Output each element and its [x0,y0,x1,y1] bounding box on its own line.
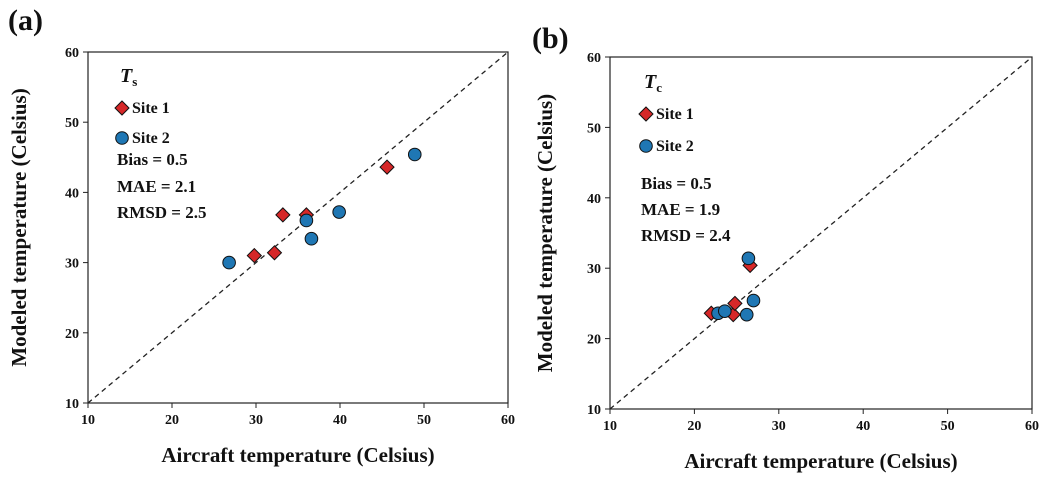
legend-marker-site-1 [114,100,130,116]
y-tick-label: 50 [65,116,79,131]
y-tick-label: 50 [587,121,601,136]
x-tick-label: 60 [1025,419,1039,434]
data-point-site-1 [246,247,263,264]
variable-title: Ts [120,65,137,89]
y-tick-label: 30 [65,257,79,272]
variable-title: Tc [644,71,662,95]
one-to-one-line [609,56,1033,410]
x-tick-label: 50 [941,419,955,434]
data-point-site-2 [304,231,319,246]
x-tick-label: 50 [417,413,431,428]
data-point-site-2 [746,293,761,308]
stat-text: MAE = 1.9 [641,200,720,219]
stat-text: RMSD = 2.5 [117,203,207,222]
plot-frame [87,51,509,404]
y-tick-label: 10 [587,403,601,418]
legend-marker-site-2 [115,131,129,145]
stat-text: Bias = 0.5 [117,150,188,169]
panel-a: 10 20 30 40 50 60 10 20 30 40 50 60 Aircraft tempera… [7,4,515,467]
data-point-site-2 [332,205,346,219]
y-tick-label: 40 [587,192,601,207]
x-tick-label: 20 [165,413,179,428]
data-point-site-1 [266,245,283,261]
data-point-site-1 [275,207,291,223]
variable-subscript: s [132,74,137,89]
plot-frame [609,56,1033,410]
x-tick-label: 40 [856,419,870,434]
data-point-site-2 [407,147,422,162]
data-point-site-2 [299,213,314,228]
y-tick-label: 30 [587,262,601,277]
x-tick-label: 20 [687,419,701,434]
data-point-site-1 [727,295,743,312]
legend-label: Site 1 [132,100,170,117]
y-tick-label: 20 [587,333,601,348]
x-tick-label: 10 [603,419,617,434]
legend-marker-site-1 [638,106,654,122]
x-tick-label: 30 [249,413,263,428]
stat-text: Bias = 0.5 [641,174,712,193]
y-axis-label: Modeled temperature (Celsius) [533,94,557,372]
x-tick-label: 10 [81,413,95,428]
data-point-site-2 [717,304,732,318]
legend-marker-site-2 [639,139,653,153]
x-axis-label: Aircraft temperature (Celsius) [684,449,957,473]
stat-text: MAE = 2.1 [117,177,196,196]
data-point-site-1 [379,159,395,175]
x-tick-label: 30 [772,419,786,434]
panel-label: (b) [532,22,569,55]
panel-b: 10 20 30 40 50 60 10 20 30 40 50 60 Aircraft tempera… [532,22,1039,473]
variable-subscript: c [656,80,662,95]
legend-label: Site 2 [656,138,694,155]
data-point-site-2 [739,307,754,322]
y-tick-label: 40 [65,186,79,201]
y-tick-label: 20 [65,327,79,342]
x-axis-label: Aircraft temperature (Celsius) [161,443,434,467]
panel-label: (a) [8,4,43,37]
x-tick-label: 60 [501,413,515,428]
data-point-site-2 [741,251,756,266]
stat-text: RMSD = 2.4 [641,226,731,245]
one-to-one-line [87,51,509,404]
y-tick-label: 60 [587,51,601,66]
x-tick-label: 40 [333,413,347,428]
y-tick-label: 10 [65,397,79,412]
data-point-site-2 [222,255,236,270]
legend-label: Site 1 [656,106,694,123]
y-tick-label: 60 [65,46,79,61]
y-axis-label: Modeled temperature (Celsius) [7,88,31,366]
legend-label: Site 2 [132,130,170,147]
